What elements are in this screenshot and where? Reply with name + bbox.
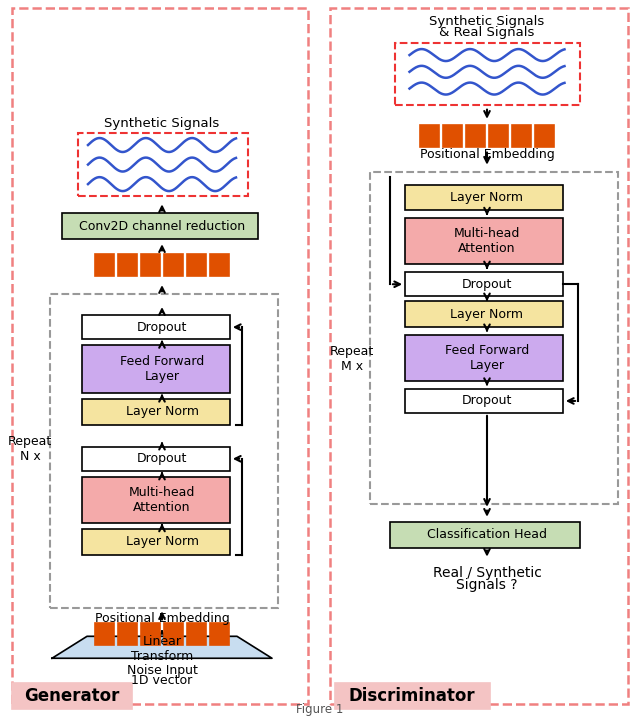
Bar [164, 623, 183, 645]
Text: Real / Synthetic: Real / Synthetic [433, 566, 541, 581]
Text: Dropout: Dropout [462, 277, 512, 291]
Bar [512, 125, 531, 146]
Bar [420, 125, 439, 146]
Text: Dropout: Dropout [137, 452, 187, 465]
Bar [62, 214, 258, 239]
Bar [210, 255, 229, 276]
Text: Layer Norm: Layer Norm [125, 535, 198, 548]
Bar [405, 335, 563, 381]
Bar [210, 623, 229, 645]
Text: Noise Input: Noise Input [127, 664, 197, 677]
Bar [95, 255, 114, 276]
Bar [118, 623, 137, 645]
Bar [330, 8, 628, 704]
Text: Positional Embedding: Positional Embedding [95, 612, 229, 625]
Text: Classification Head: Classification Head [427, 528, 547, 541]
Bar [187, 623, 206, 645]
Text: Feed Forward
Layer: Feed Forward Layer [120, 355, 204, 383]
Bar [95, 623, 114, 645]
Text: Positional Embedding: Positional Embedding [420, 148, 554, 161]
Bar [141, 255, 160, 276]
Bar [82, 477, 230, 523]
Text: Multi-head
Attention: Multi-head Attention [129, 485, 195, 513]
Text: Linear
Transform: Linear Transform [131, 635, 193, 663]
Text: 1D vector: 1D vector [131, 674, 193, 687]
Bar [82, 315, 230, 339]
Text: Generator: Generator [24, 687, 120, 706]
Text: Multi-head
Attention: Multi-head Attention [454, 227, 520, 255]
Text: Figure 1: Figure 1 [296, 703, 344, 716]
Bar [489, 125, 508, 146]
Bar [466, 125, 485, 146]
Bar [141, 623, 160, 645]
Bar [82, 399, 230, 425]
Polygon shape [52, 636, 272, 658]
Text: & Real Signals: & Real Signals [439, 27, 534, 39]
Text: Discriminator: Discriminator [349, 687, 476, 706]
Text: Synthetic Signals: Synthetic Signals [104, 117, 220, 130]
Bar [78, 133, 248, 196]
Bar [443, 125, 462, 146]
Text: Dropout: Dropout [137, 320, 187, 333]
Bar [82, 447, 230, 471]
Bar [335, 683, 490, 709]
Bar [187, 255, 206, 276]
Bar [12, 8, 308, 704]
Bar [405, 219, 563, 265]
Text: Layer Norm: Layer Norm [451, 191, 524, 204]
Bar [405, 389, 563, 413]
Text: Dropout: Dropout [462, 394, 512, 407]
Bar [50, 294, 278, 609]
Bar [82, 528, 230, 554]
Bar [164, 255, 183, 276]
Bar [82, 345, 230, 393]
Text: Synthetic Signals: Synthetic Signals [429, 16, 545, 29]
Text: Feed Forward
Layer: Feed Forward Layer [445, 344, 529, 372]
Text: Conv2D channel reduction: Conv2D channel reduction [79, 220, 245, 233]
Bar [370, 171, 618, 503]
Bar [395, 43, 580, 105]
Bar [12, 683, 132, 709]
Bar [405, 301, 563, 327]
Text: Layer Norm: Layer Norm [451, 308, 524, 320]
Bar [390, 522, 580, 548]
Bar [118, 255, 137, 276]
Text: Layer Norm: Layer Norm [125, 405, 198, 419]
Bar [405, 272, 563, 296]
Bar [535, 125, 554, 146]
Bar [405, 184, 563, 211]
Text: Repeat
N x: Repeat N x [8, 435, 52, 462]
Text: Repeat
M x: Repeat M x [330, 345, 374, 373]
Text: Signals ?: Signals ? [456, 579, 518, 592]
